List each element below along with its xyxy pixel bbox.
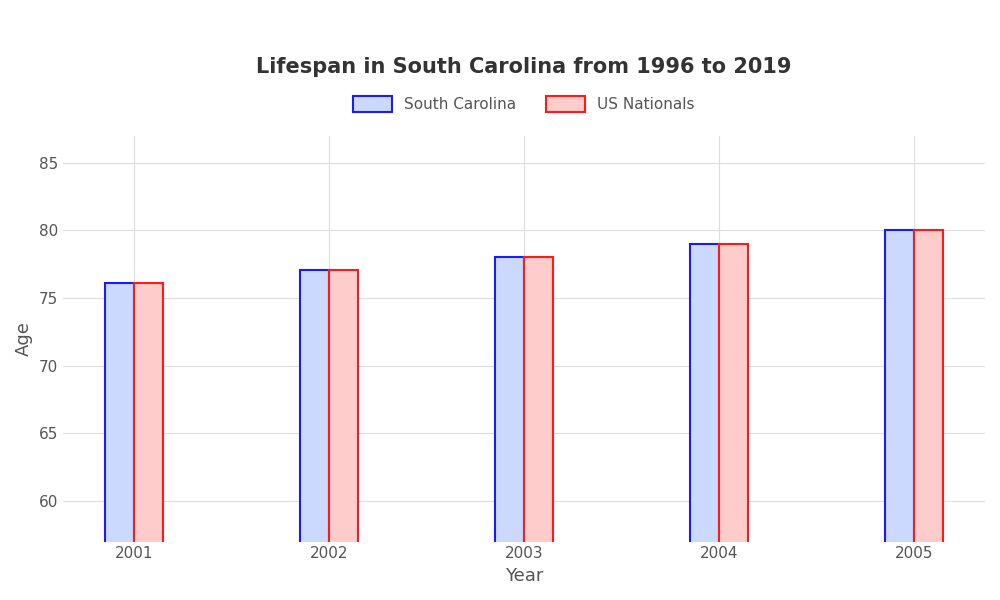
Legend: South Carolina, US Nationals: South Carolina, US Nationals	[347, 91, 701, 119]
Bar	[105, 283, 134, 600]
Title: Lifespan in South Carolina from 1996 to 2019: Lifespan in South Carolina from 1996 to …	[256, 57, 792, 77]
Bar	[329, 269, 358, 600]
Bar	[885, 230, 914, 600]
Bar	[524, 257, 553, 600]
Bar	[690, 244, 719, 600]
Bar	[300, 269, 329, 600]
Bar	[495, 257, 524, 600]
Bar	[134, 283, 163, 600]
Bar	[719, 244, 748, 600]
X-axis label: Year: Year	[505, 567, 543, 585]
Y-axis label: Age: Age	[15, 321, 33, 356]
Bar	[914, 230, 943, 600]
